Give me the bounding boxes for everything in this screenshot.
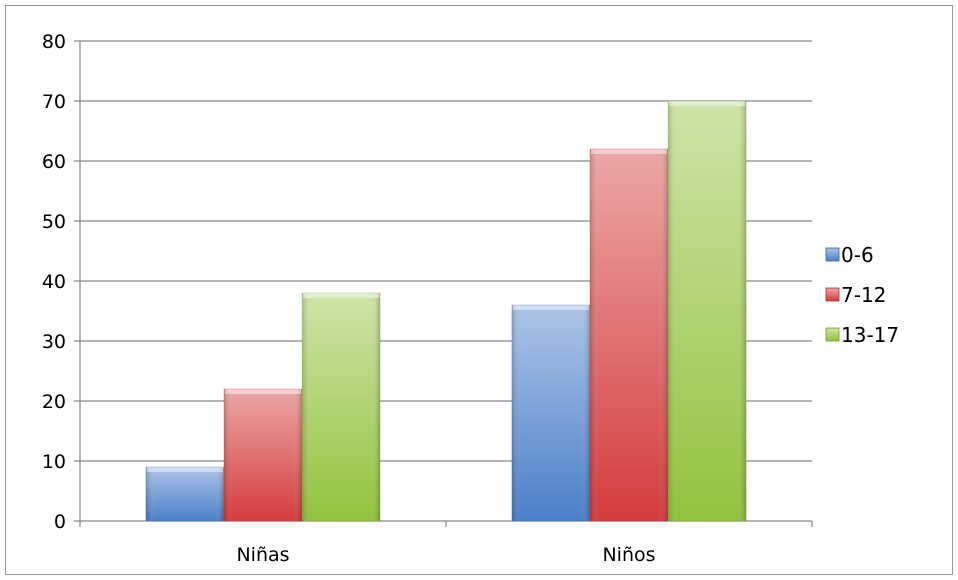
bar [145, 466, 225, 522]
y-tick-label: 10 [42, 451, 66, 473]
y-tick-label: 0 [54, 511, 66, 533]
bars [145, 100, 747, 522]
legend-swatch [825, 287, 840, 302]
x-tick-label: Niñas [236, 544, 289, 566]
y-tick-label: 20 [42, 391, 66, 413]
bar [667, 100, 747, 522]
y-tick-label: 30 [42, 331, 66, 353]
y-tick-label: 80 [42, 31, 66, 53]
y-tick-label: 50 [42, 211, 66, 233]
legend-label: 7-12 [841, 283, 886, 307]
x-tick-label: Niños [602, 544, 655, 566]
legend-swatch [825, 327, 840, 342]
legend-swatch [825, 247, 840, 262]
bar [589, 148, 669, 522]
axis-labels: 0 10 20 30 40 50 60 70 80 Niñas Niños [42, 31, 656, 566]
bar [301, 292, 381, 522]
y-tick-label: 40 [42, 271, 66, 293]
y-tick-label: 60 [42, 151, 66, 173]
legend-label: 13-17 [841, 323, 899, 347]
legend-label: 0-6 [841, 243, 874, 267]
y-tick-label: 70 [42, 91, 66, 113]
bar [511, 304, 591, 522]
legend: 0-6 7-12 13-17 [825, 243, 899, 347]
bar [223, 388, 303, 522]
